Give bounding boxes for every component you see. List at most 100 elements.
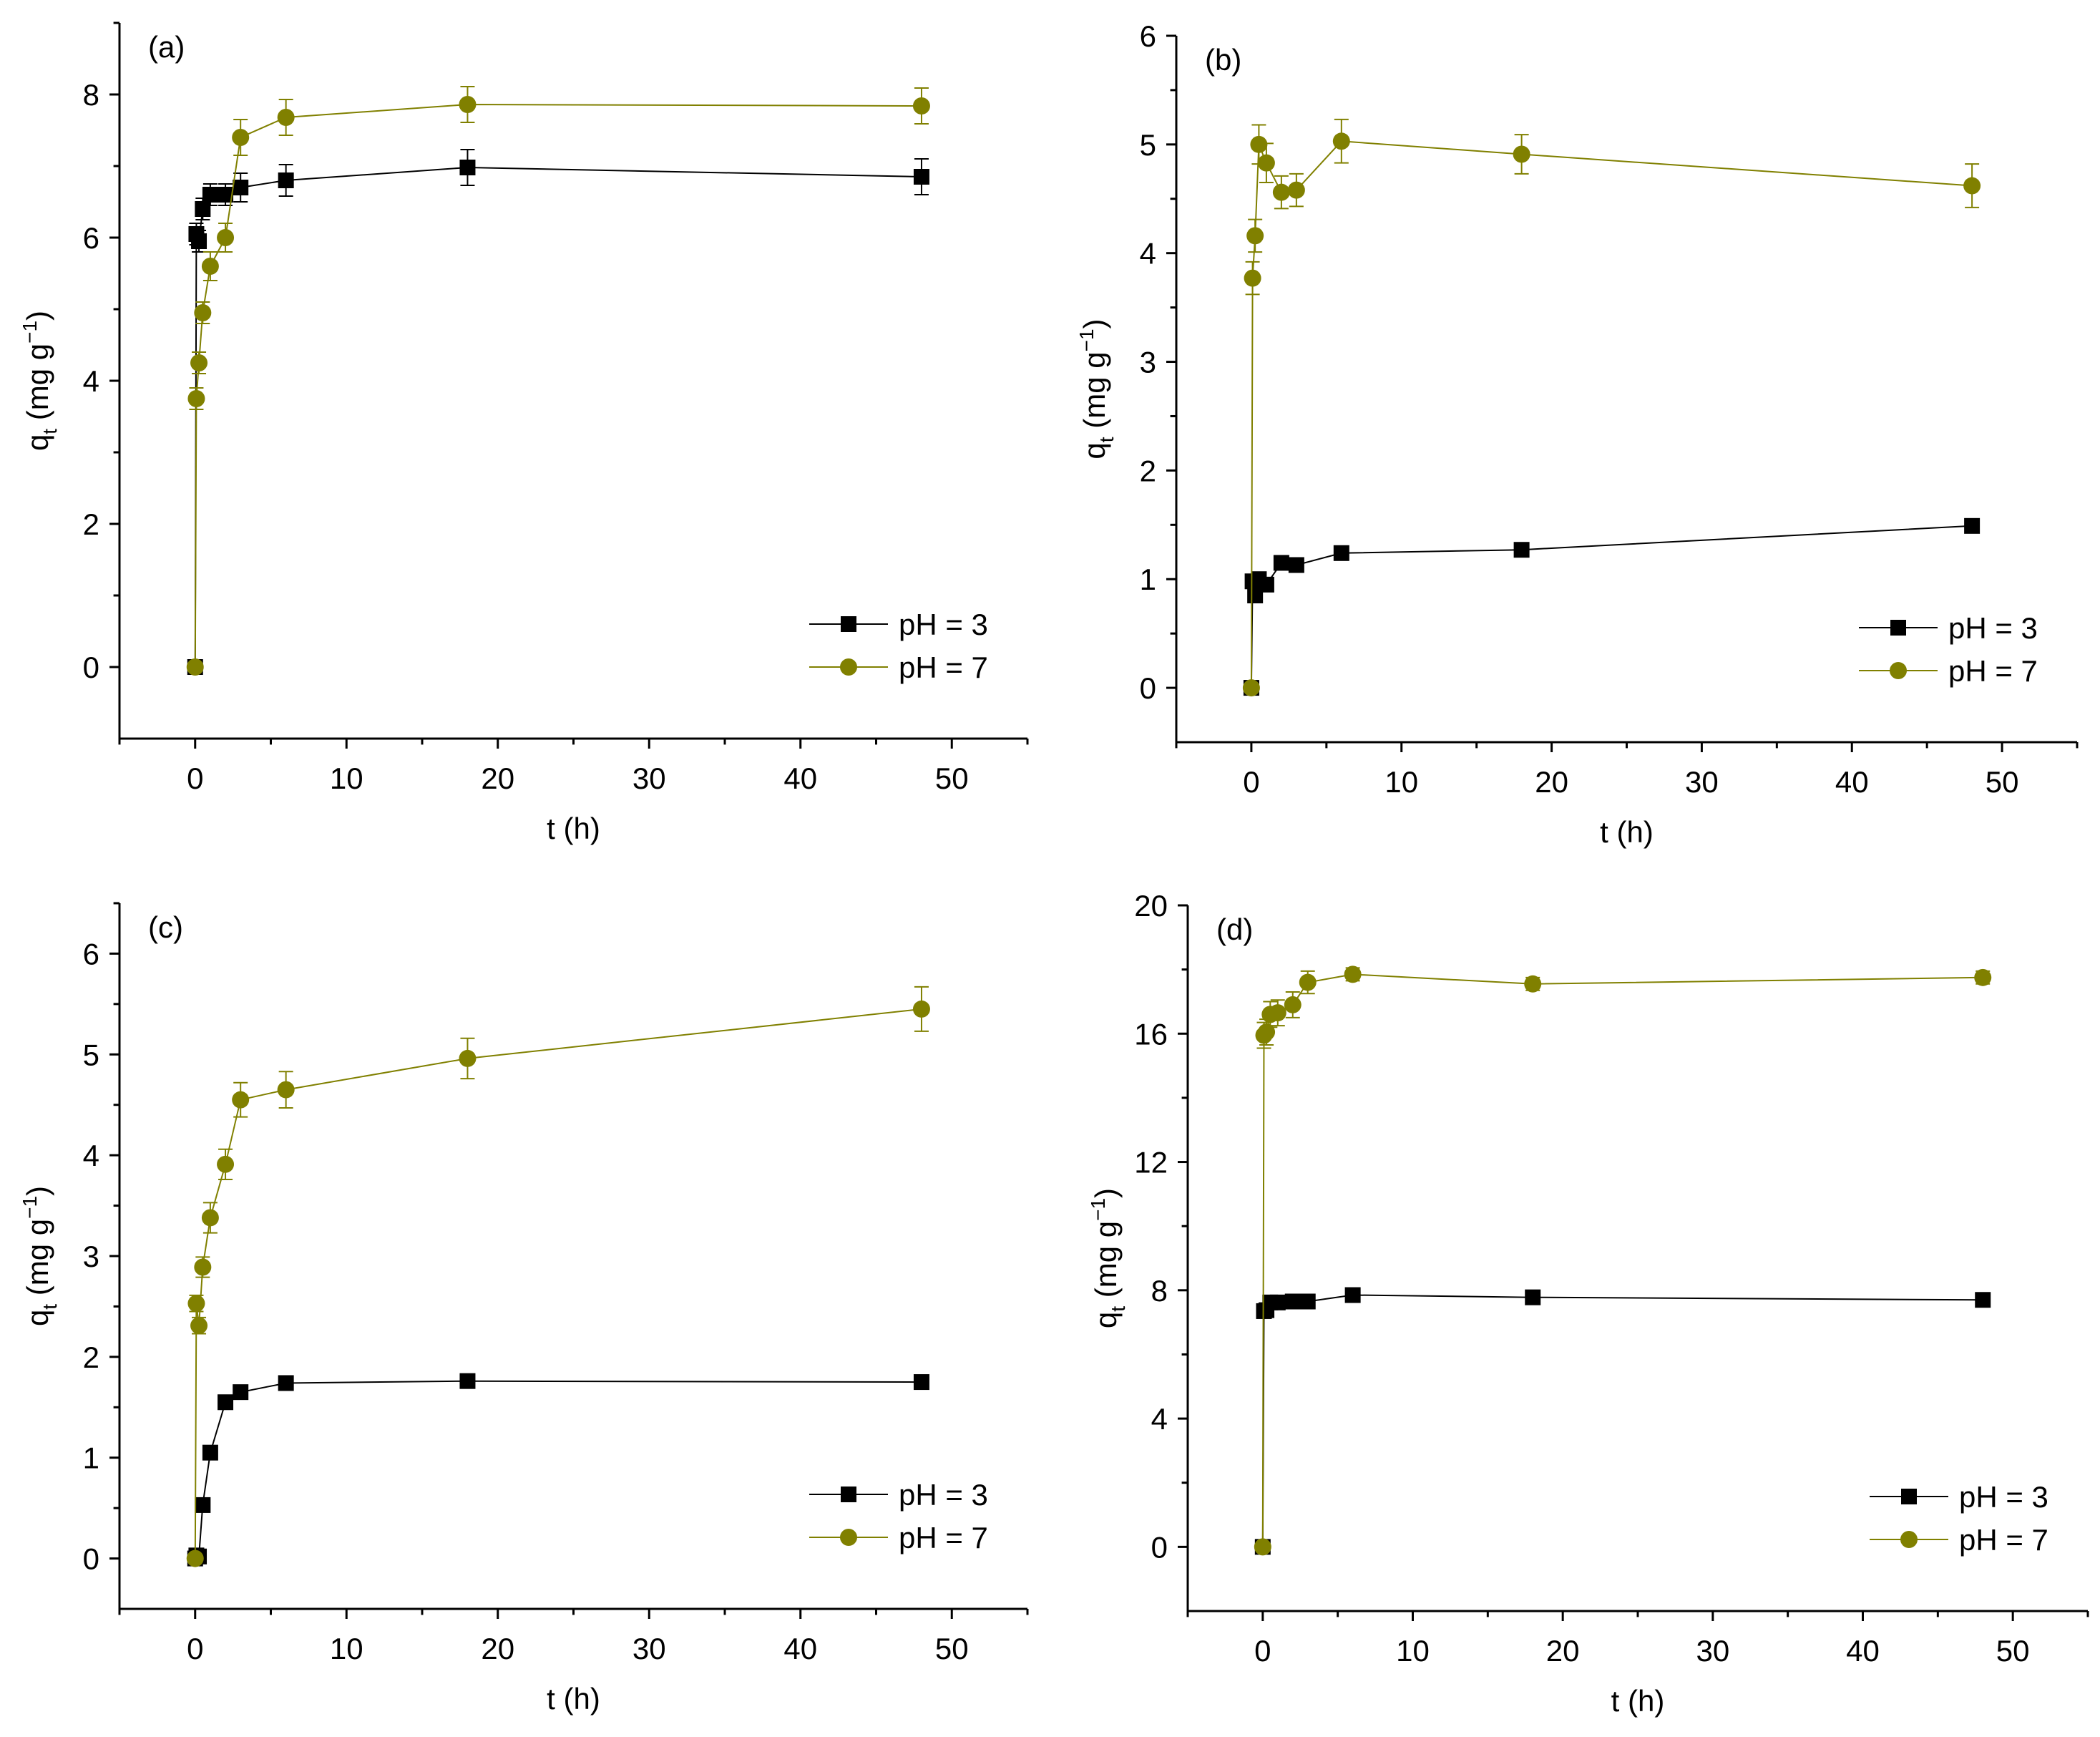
data-point-square	[1273, 555, 1289, 571]
y-axis-title-part-2: (mg g	[1078, 351, 1111, 437]
x-tick-label: 40	[783, 762, 817, 795]
data-point-square	[1284, 1293, 1301, 1310]
y-tick-label: 4	[83, 364, 99, 398]
legend-label: pH = 3	[899, 1478, 988, 1512]
data-point-circle	[194, 304, 212, 321]
y-axis-title-part-1: t	[39, 429, 61, 434]
x-axis-title: t (h)	[1611, 1684, 1665, 1718]
legend-label: pH = 3	[1959, 1480, 2048, 1514]
legend-label: pH = 3	[1948, 611, 2038, 645]
data-point-circle	[1332, 132, 1350, 150]
legend: pH = 3 pH = 7	[809, 608, 988, 684]
data-point-circle	[912, 97, 930, 115]
data-point-circle	[190, 1317, 208, 1335]
series-ph3	[187, 149, 929, 675]
y-axis-title-part-4: )	[21, 311, 54, 321]
y-tick-label: 6	[83, 221, 99, 255]
data-point-circle	[1287, 181, 1305, 199]
panel-label: (d)	[1216, 913, 1253, 946]
data-point-square	[195, 201, 211, 217]
data-point-circle	[1258, 1023, 1276, 1041]
y-tick-label: 5	[83, 1038, 99, 1071]
data-point-circle	[1974, 968, 1992, 986]
series-ph7	[186, 986, 930, 1567]
data-point-square	[1513, 542, 1530, 558]
series-ph3	[1254, 1287, 1991, 1555]
data-point-circle	[1244, 269, 1261, 287]
y-axis-title-part-1: t	[39, 1304, 61, 1310]
data-point-circle	[190, 354, 208, 371]
data-point-square	[195, 1497, 211, 1513]
panel-label: (c)	[148, 910, 183, 944]
data-point-square	[459, 160, 476, 175]
legend-marker-square	[1901, 1489, 1917, 1504]
series-ph3	[1243, 517, 1981, 696]
data-point-circle	[459, 1049, 477, 1067]
series-line	[194, 166, 922, 668]
x-tick-label: 10	[330, 762, 363, 795]
y-tick-label: 2	[83, 507, 99, 541]
y-axis-title-part-3: −1	[19, 1196, 41, 1219]
data-point-square	[1525, 1289, 1541, 1305]
legend-label: pH = 7	[1948, 654, 2038, 688]
y-axis-title-part-0: q	[1089, 1312, 1123, 1328]
x-tick-label: 20	[1546, 1634, 1580, 1668]
series-line	[1261, 1294, 1983, 1547]
legend-marker-square	[841, 616, 856, 632]
data-point-circle	[1344, 965, 1362, 983]
x-axis-title: t (h)	[547, 812, 600, 845]
series-ph7	[1254, 965, 1992, 1556]
legend-label: pH = 7	[1959, 1523, 2048, 1557]
data-point-circle	[1250, 135, 1268, 153]
series-line	[194, 1380, 922, 1559]
y-tick-label: 1	[83, 1441, 99, 1475]
data-point-circle	[201, 258, 219, 275]
data-point-square	[913, 1374, 929, 1391]
series-line	[1250, 525, 1973, 689]
y-axis-title-part-3: −1	[19, 321, 41, 344]
y-tick-label: 6	[1140, 19, 1156, 53]
x-tick-label: 30	[1696, 1634, 1729, 1668]
y-axis-title: qt (mg g−1)	[1087, 1188, 1129, 1328]
y-axis-title-part-4: )	[21, 1186, 54, 1196]
data-point-circle	[187, 1295, 205, 1313]
data-point-circle	[186, 658, 204, 676]
legend-label: pH = 7	[899, 651, 988, 684]
data-point-circle	[217, 229, 235, 246]
legend: pH = 3 pH = 7	[809, 1478, 988, 1554]
y-axis-title-part-1: t	[1095, 437, 1118, 442]
x-tick-label: 0	[1243, 765, 1259, 799]
panel-d: 0 10 20 30 40 50 0 4 8 12 16 20 (d) t (h) qt (mg g−1) p…	[1087, 889, 2089, 1718]
data-point-circle	[1299, 973, 1317, 991]
data-point-square	[1975, 1292, 1991, 1308]
x-tick-label: 30	[633, 762, 666, 795]
y-axis-title-part-0: q	[1078, 442, 1111, 459]
series-ph7	[186, 86, 930, 676]
x-axis-title: t (h)	[547, 1682, 600, 1716]
y-tick-label: 12	[1134, 1146, 1168, 1179]
panel-c: 0 10 20 30 40 50 0 1 2 3 4 5 6 (c) t (h) qt (mg g−1) pH …	[19, 902, 1029, 1716]
legend-label: pH = 7	[899, 1521, 988, 1554]
panel-label: (b)	[1205, 43, 1241, 77]
y-axis-title-part-4: )	[1078, 318, 1111, 329]
y-tick-label: 4	[1151, 1402, 1168, 1436]
data-point-square	[218, 1394, 234, 1411]
legend-marker-circle	[840, 658, 857, 676]
y-tick-label: 8	[83, 78, 99, 112]
y-axis-title-part-2: (mg g	[21, 1219, 54, 1304]
series-ph7	[1242, 118, 1981, 697]
data-point-square	[233, 180, 249, 195]
data-point-square	[233, 1384, 249, 1401]
y-axis-title-part-3: −1	[1087, 1198, 1109, 1221]
y-axis-title-part-2: (mg g	[1089, 1221, 1123, 1306]
x-tick-label: 50	[1996, 1634, 2030, 1668]
x-tick-label: 40	[1846, 1634, 1880, 1668]
data-point-circle	[187, 390, 205, 407]
legend: pH = 3 pH = 7	[1859, 611, 2038, 688]
y-axis-title-part-4: )	[1089, 1188, 1123, 1198]
data-point-circle	[217, 1155, 235, 1173]
x-tick-label: 0	[187, 762, 203, 795]
y-tick-label: 0	[83, 651, 99, 684]
data-point-circle	[1257, 154, 1275, 172]
x-tick-label: 20	[1535, 765, 1568, 799]
